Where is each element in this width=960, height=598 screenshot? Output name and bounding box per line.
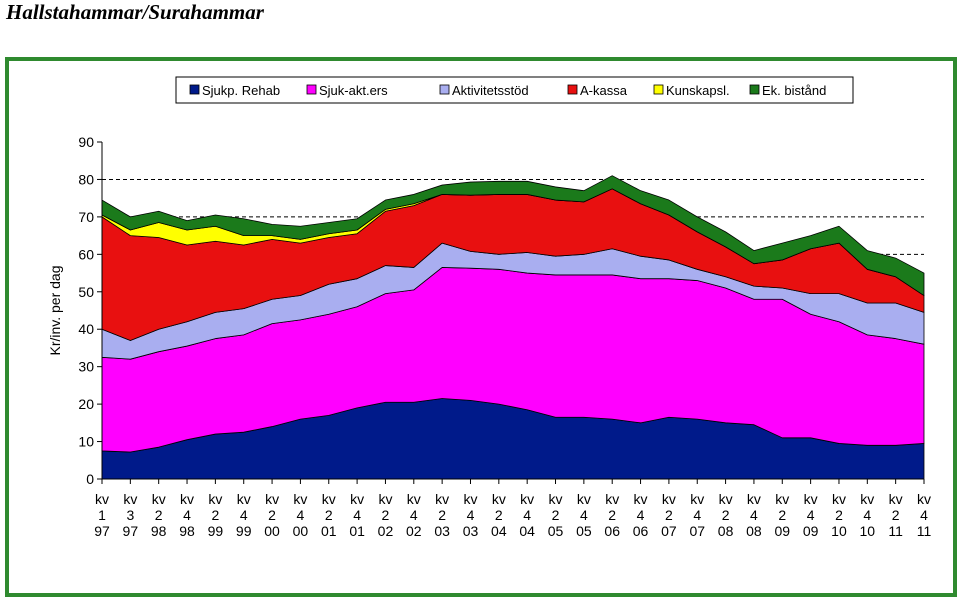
legend-label: Sjuk-akt.ers xyxy=(319,83,388,98)
x-tick-label: kv 2 02 xyxy=(378,491,394,539)
y-tick-label: 10 xyxy=(78,434,94,450)
y-tick-label: 40 xyxy=(78,321,94,337)
legend-swatch xyxy=(306,84,317,95)
page-title: Hallstahammar/Surahammar xyxy=(6,0,264,24)
legend-swatch xyxy=(567,84,578,95)
series-areas xyxy=(101,175,925,480)
axes: 0 10 20 30 40 50 60 70 80 90 kv 1 97 kv 3 97 kv 2 98 kv 4 98 k… xyxy=(78,134,931,539)
y-tick-label: 60 xyxy=(78,246,94,262)
y-tick-label: 50 xyxy=(78,284,94,300)
x-tick-label: kv 4 01 xyxy=(349,491,365,539)
legend-label: Sjukp. Rehab xyxy=(202,83,280,98)
x-tick-label: kv 4 98 xyxy=(179,491,195,539)
x-tick-label: kv 4 99 xyxy=(236,491,252,539)
x-tick-label: kv 4 04 xyxy=(519,491,535,539)
x-tick-label: kv 2 99 xyxy=(208,491,224,539)
y-tick-label: 30 xyxy=(78,359,94,375)
x-tick-label: kv 4 08 xyxy=(746,491,762,539)
x-tick-label: kv 4 09 xyxy=(803,491,819,539)
y-tick-label: 70 xyxy=(78,209,94,225)
x-tick-label: kv 2 07 xyxy=(661,491,677,539)
x-tick-label: kv 2 10 xyxy=(831,491,847,539)
x-tick-label: kv 4 06 xyxy=(633,491,649,539)
x-tick-label: kv 2 04 xyxy=(491,491,507,539)
x-tick-label: kv 2 08 xyxy=(718,491,734,539)
legend-swatch xyxy=(749,84,760,95)
x-tick-label: kv 4 07 xyxy=(689,491,705,539)
x-tick-label: kv 1 97 xyxy=(94,491,110,539)
x-tick-label: kv 4 02 xyxy=(406,491,422,539)
legend-swatch xyxy=(189,84,200,95)
series-area-ek-bistånd xyxy=(101,175,925,296)
y-axis-label: Kr/inv. per dag xyxy=(47,265,63,355)
x-tick-label: kv 2 11 xyxy=(888,491,903,539)
y-tick-label: 80 xyxy=(78,171,94,187)
y-tick-label: 90 xyxy=(78,134,94,150)
x-tick-label: kv 2 00 xyxy=(264,491,280,539)
x-tick-label: kv 2 98 xyxy=(151,491,167,539)
x-tick-label: kv 4 00 xyxy=(293,491,309,539)
legend-label: A-kassa xyxy=(580,83,628,98)
y-tick-label: 20 xyxy=(78,396,94,412)
x-tick-label: kv 3 97 xyxy=(123,491,139,539)
legend: Sjukp. Rehab Sjuk-akt.ers Aktivitetsstöd A-… xyxy=(175,76,854,104)
x-tick-label: kv 4 05 xyxy=(576,491,592,539)
x-tick-label: kv 2 09 xyxy=(774,491,790,539)
x-tick-label: kv 2 03 xyxy=(434,491,450,539)
legend-swatch xyxy=(653,84,664,95)
x-tick-label: kv 4 10 xyxy=(860,491,876,539)
x-tick-label: kv 2 05 xyxy=(548,491,564,539)
legend-label: Kunskapsl. xyxy=(666,83,730,98)
legend-label: Ek. bistånd xyxy=(762,83,826,98)
legend-label: Aktivitetsstöd xyxy=(452,83,529,98)
x-tick-label: kv 4 11 xyxy=(917,491,932,539)
x-tick-label: kv 2 01 xyxy=(321,491,337,539)
x-tick-label: kv 2 06 xyxy=(604,491,620,539)
legend-swatch xyxy=(439,84,450,95)
y-tick-label: 0 xyxy=(86,471,94,487)
x-tick-label: kv 4 03 xyxy=(463,491,479,539)
